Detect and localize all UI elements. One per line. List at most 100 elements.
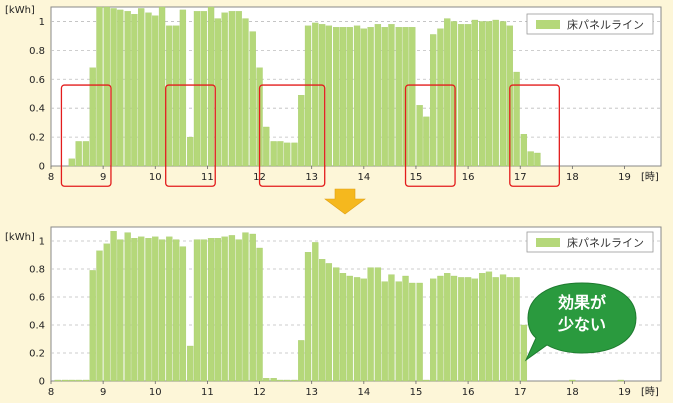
x-tick-label: 11 bbox=[201, 172, 214, 183]
bar bbox=[242, 18, 249, 167]
bar bbox=[187, 345, 194, 382]
bar bbox=[513, 71, 520, 167]
bar bbox=[479, 273, 486, 382]
bar bbox=[221, 12, 228, 167]
bar bbox=[89, 270, 96, 382]
legend-label: 床パネルライン bbox=[567, 236, 644, 250]
bar bbox=[402, 275, 409, 382]
bar bbox=[96, 250, 103, 382]
y-tick-label: 0.2 bbox=[29, 133, 45, 144]
bar bbox=[479, 21, 486, 167]
bar bbox=[360, 278, 367, 382]
x-tick-label: 15 bbox=[410, 172, 423, 183]
bar bbox=[263, 126, 270, 167]
bar bbox=[103, 243, 110, 382]
x-tick-label: 19 bbox=[618, 387, 631, 398]
bar bbox=[200, 239, 207, 382]
bar bbox=[179, 246, 187, 382]
bar bbox=[318, 259, 326, 382]
x-tick-label: 10 bbox=[149, 387, 162, 398]
y-tick-label: 0.8 bbox=[29, 265, 45, 276]
bar bbox=[513, 277, 520, 382]
bar bbox=[75, 379, 82, 382]
bar bbox=[61, 379, 69, 382]
bar bbox=[534, 152, 541, 167]
bar bbox=[207, 6, 215, 167]
callout-line-2: 少ない bbox=[557, 315, 606, 334]
bar bbox=[228, 11, 236, 167]
bar bbox=[103, 6, 110, 167]
bar bbox=[200, 11, 207, 167]
bar bbox=[249, 31, 256, 167]
bar bbox=[520, 324, 528, 382]
bar bbox=[270, 378, 277, 382]
bar bbox=[277, 141, 284, 167]
bar bbox=[75, 141, 82, 167]
highlight-box bbox=[509, 84, 560, 187]
bar bbox=[235, 239, 242, 382]
bar bbox=[471, 19, 479, 167]
bar bbox=[409, 27, 416, 167]
x-tick-label: 19 bbox=[618, 172, 631, 183]
x-tick-label: 15 bbox=[410, 387, 423, 398]
bar bbox=[193, 239, 201, 382]
bar bbox=[367, 27, 374, 167]
bar bbox=[416, 282, 423, 382]
bar bbox=[131, 14, 138, 167]
bar bbox=[298, 95, 305, 167]
legend-label: 床パネルライン bbox=[567, 18, 644, 32]
bar bbox=[367, 267, 374, 382]
y-tick-label: 0.8 bbox=[29, 46, 45, 57]
bar bbox=[131, 238, 138, 382]
x-tick-label: 10 bbox=[149, 172, 162, 183]
bar bbox=[312, 22, 319, 167]
bar bbox=[437, 275, 444, 382]
bar bbox=[506, 277, 513, 382]
bar bbox=[193, 11, 201, 167]
bar bbox=[450, 21, 458, 167]
bar bbox=[242, 232, 249, 382]
bar bbox=[423, 116, 430, 167]
bar bbox=[520, 134, 528, 167]
y-tick-label: 0.2 bbox=[29, 349, 45, 360]
bar bbox=[291, 142, 298, 167]
bar bbox=[395, 27, 402, 167]
bar bbox=[617, 379, 624, 382]
bar bbox=[388, 24, 395, 167]
chart-top: 00.20.40.60.818 9 10 11 12 13 14 15 16 17 18 19[kWh… bbox=[5, 5, 662, 187]
bar bbox=[256, 247, 263, 382]
bar bbox=[458, 24, 465, 167]
bar bbox=[158, 6, 166, 167]
bar bbox=[569, 379, 576, 382]
x-tick-label: 14 bbox=[357, 172, 370, 183]
bar bbox=[110, 231, 117, 382]
y-tick-label: 0 bbox=[39, 162, 45, 173]
bar bbox=[430, 278, 437, 382]
bar bbox=[381, 27, 388, 167]
legend-swatch bbox=[536, 238, 560, 247]
highlight-box bbox=[258, 84, 326, 187]
callout-bubble: 効果が 少ない bbox=[524, 282, 637, 362]
bar bbox=[492, 277, 499, 382]
x-unit-label: [時] bbox=[641, 171, 659, 183]
bar bbox=[166, 25, 173, 167]
bar bbox=[207, 238, 215, 382]
bar bbox=[499, 21, 507, 167]
bar bbox=[68, 158, 75, 167]
x-tick-label: 13 bbox=[305, 387, 318, 398]
bar bbox=[284, 142, 291, 167]
x-tick-label: 12 bbox=[253, 387, 266, 398]
y-tick-label: 0.6 bbox=[29, 293, 45, 304]
bar bbox=[172, 25, 180, 167]
bar bbox=[145, 238, 152, 382]
bar bbox=[499, 274, 507, 382]
bar bbox=[298, 340, 305, 382]
bar bbox=[82, 379, 90, 382]
y-tick-label: 0.4 bbox=[29, 321, 45, 332]
down-arrow-shape bbox=[324, 188, 366, 215]
x-tick-label: 9 bbox=[100, 387, 106, 398]
x-tick-label: 8 bbox=[48, 172, 54, 183]
bar bbox=[124, 11, 131, 167]
bar bbox=[249, 233, 256, 382]
